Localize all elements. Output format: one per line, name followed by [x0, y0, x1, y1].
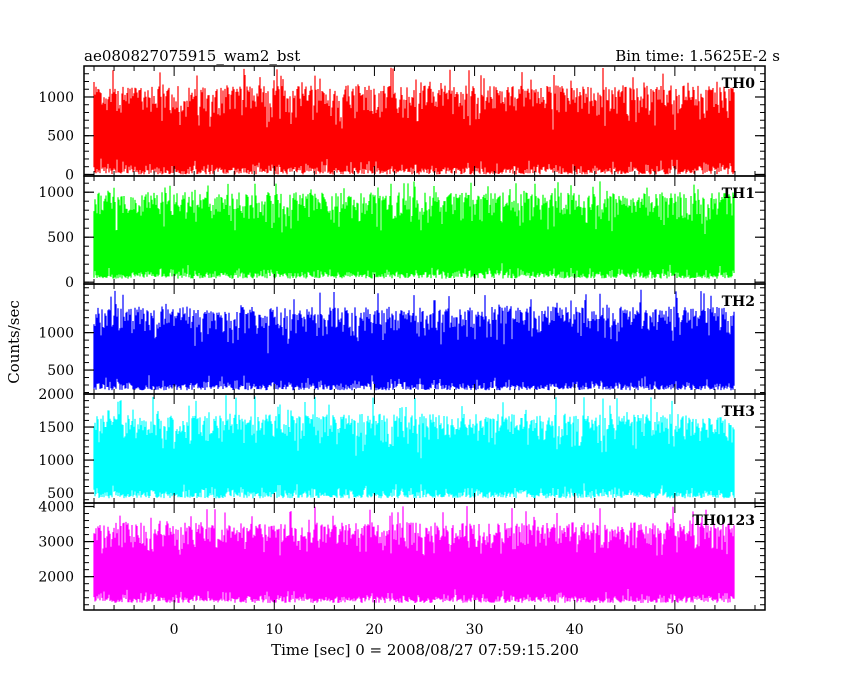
- x-tick-label: 50: [666, 622, 684, 638]
- y-tick-label: 1000: [38, 185, 74, 201]
- series-th3: [93, 395, 735, 499]
- x-axis-label: Time [sec] 0 = 2008/08/27 07:59:15.200: [271, 641, 579, 659]
- y-tick-label: 500: [47, 230, 74, 246]
- channel-label: TH3: [722, 404, 755, 420]
- panel-th3: 500 1000 1500 2000 TH3: [38, 387, 766, 504]
- channel-label: TH2: [722, 294, 755, 310]
- y-tick-label: 1000: [38, 453, 74, 469]
- y-tick-label: 2000: [38, 387, 74, 403]
- x-tick-label: 40: [566, 622, 584, 638]
- channel-label: TH0123: [692, 513, 755, 529]
- panel-th1: 0 500 1000 TH1: [38, 175, 766, 291]
- panel-frame: [83, 502, 766, 611]
- x-tick-label: 20: [366, 622, 384, 638]
- channel-label: TH1: [722, 186, 755, 202]
- series-th0123: [93, 506, 735, 603]
- x-tick-label: 0: [170, 622, 179, 638]
- x-tick-label: 30: [466, 622, 484, 638]
- y-tick-label: 1500: [38, 420, 74, 436]
- panel-th0: 0 500 1000 TH0: [38, 65, 766, 183]
- x-tick-label: 10: [265, 622, 283, 638]
- series-th2: [93, 289, 735, 391]
- channel-label: TH0: [722, 76, 756, 92]
- y-axis-label: Counts/sec: [5, 300, 23, 384]
- figure-title: ae080827075915_wam2_bst: [84, 47, 300, 65]
- series-th1: [93, 181, 735, 279]
- y-tick-label: 500: [47, 486, 74, 502]
- y-tick-label: 1000: [38, 90, 74, 106]
- y-tick-label: 0: [65, 275, 74, 291]
- y-tick-label: 2000: [38, 570, 74, 586]
- y-tick-label: 0: [65, 167, 74, 183]
- y-tick-label: 1000: [38, 326, 74, 342]
- y-tick-label: 3000: [38, 535, 74, 551]
- series-th0: [93, 67, 735, 175]
- y-tick-label: 4000: [38, 500, 74, 516]
- panel-th2: 500 1000 TH2: [38, 283, 766, 395]
- bin-time-label: Bin time: 1.5625E-2 s: [615, 47, 780, 65]
- panel-th0123: 2000 3000 4000 TH0123: [38, 500, 766, 611]
- y-tick-label: 500: [47, 129, 74, 145]
- y-tick-label: 500: [47, 363, 74, 379]
